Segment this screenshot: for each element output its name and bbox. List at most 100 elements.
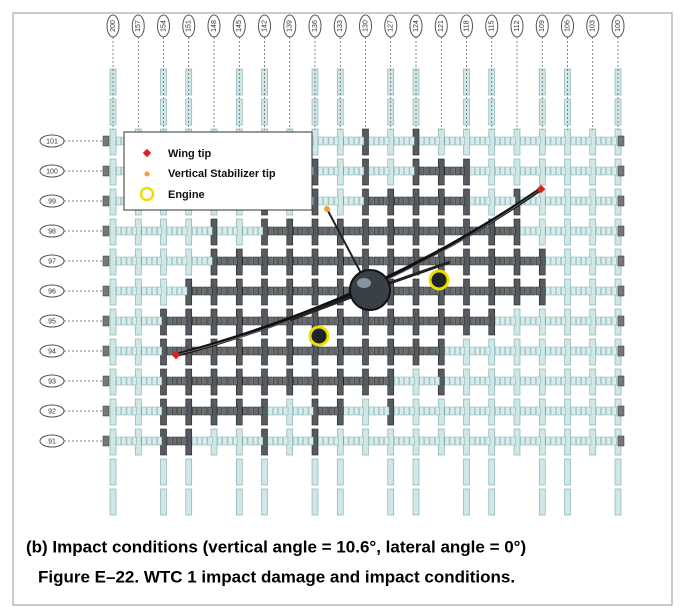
damaged-spandrel: [394, 287, 398, 295]
damaged-spandrel: [334, 287, 338, 295]
spandrel: [556, 377, 560, 385]
damaged-spandrel: [334, 377, 338, 385]
damaged-spandrel: [435, 257, 439, 265]
damaged-spandrel: [354, 317, 358, 325]
column: [312, 489, 318, 515]
damaged-spandrel: [470, 317, 474, 325]
damaged-spandrel: [495, 257, 499, 265]
edge-column: [618, 226, 624, 236]
damaged-spandrel: [374, 347, 378, 355]
spandrel: [581, 227, 585, 235]
edge-column: [618, 286, 624, 296]
spandrel: [349, 167, 353, 175]
damaged-spandrel: [329, 317, 333, 325]
damaged-spandrel: [445, 317, 449, 325]
damaged-spandrel: [410, 287, 414, 295]
spandrel: [587, 407, 591, 415]
damaged-spandrel: [405, 197, 409, 205]
spandrel: [425, 407, 429, 415]
spandrel: [445, 137, 449, 145]
spandrel: [511, 137, 515, 145]
damaged-spandrel: [298, 257, 302, 265]
spandrel: [379, 167, 383, 175]
floor-label: 95: [48, 318, 56, 325]
column: [186, 459, 192, 485]
spandrel: [445, 377, 449, 385]
column-label: 124: [413, 20, 420, 32]
damaged-spandrel: [420, 347, 424, 355]
column: [110, 189, 116, 215]
damaged-spandrel: [324, 407, 328, 415]
spandrel: [486, 407, 490, 415]
legend-label: Wing tip: [168, 148, 212, 160]
damaged-spandrel: [253, 257, 257, 265]
spandrel: [319, 137, 323, 145]
spandrel: [385, 407, 389, 415]
spandrel: [117, 227, 121, 235]
spandrel: [607, 347, 611, 355]
spandrel: [607, 137, 611, 145]
damaged-spandrel: [258, 347, 262, 355]
spandrel: [127, 317, 131, 325]
column: [110, 129, 116, 155]
engine: [310, 327, 328, 345]
spandrel: [197, 437, 201, 445]
spandrel: [561, 227, 565, 235]
spandrel: [142, 227, 146, 235]
column-label: 103: [590, 20, 597, 32]
spandrel: [334, 167, 338, 175]
damaged-spandrel: [445, 227, 449, 235]
damaged-spandrel: [354, 377, 358, 385]
spandrel: [208, 437, 212, 445]
damaged-spandrel: [228, 257, 232, 265]
spandrel: [117, 257, 121, 265]
damaged-spandrel: [369, 227, 373, 235]
spandrel: [359, 167, 363, 175]
spandrel: [596, 377, 600, 385]
damaged-spandrel: [298, 227, 302, 235]
damaged-spandrel: [526, 257, 530, 265]
spandrel: [581, 377, 585, 385]
column-label: 139: [287, 20, 294, 32]
spandrel: [536, 227, 540, 235]
column: [413, 459, 419, 485]
spandrel: [571, 377, 575, 385]
spandrel: [258, 437, 262, 445]
spandrel: [612, 197, 616, 205]
damaged-spandrel: [460, 287, 464, 295]
spandrel: [475, 437, 479, 445]
damaged-spandrel: [167, 437, 171, 445]
spandrel: [132, 317, 136, 325]
spandrel: [571, 167, 575, 175]
floor-label: 97: [48, 258, 56, 265]
damaged-spandrel: [203, 377, 207, 385]
damaged-spandrel: [183, 377, 187, 385]
spandrel: [581, 197, 585, 205]
spandrel: [329, 167, 333, 175]
spandrel: [526, 227, 530, 235]
spandrel: [561, 317, 565, 325]
column-label: 100: [615, 20, 622, 32]
column: [388, 459, 394, 485]
spandrel: [526, 377, 530, 385]
damaged-spandrel: [445, 167, 449, 175]
spandrel: [460, 437, 464, 445]
spandrel: [521, 317, 525, 325]
spandrel: [142, 377, 146, 385]
spandrel: [122, 317, 126, 325]
spandrel: [152, 287, 156, 295]
spandrel: [142, 287, 146, 295]
spandrel: [486, 437, 490, 445]
column-label: 112: [514, 20, 521, 31]
spandrel: [556, 287, 560, 295]
damaged-spandrel: [309, 287, 313, 295]
stabilizer-tip: [324, 206, 330, 212]
spandrel: [601, 377, 605, 385]
edge-column: [103, 316, 109, 326]
spandrel: [551, 437, 555, 445]
spandrel: [470, 407, 474, 415]
spandrel: [405, 167, 409, 175]
damaged-spandrel: [344, 317, 348, 325]
spandrel: [253, 437, 257, 445]
damaged-spandrel: [309, 347, 313, 355]
